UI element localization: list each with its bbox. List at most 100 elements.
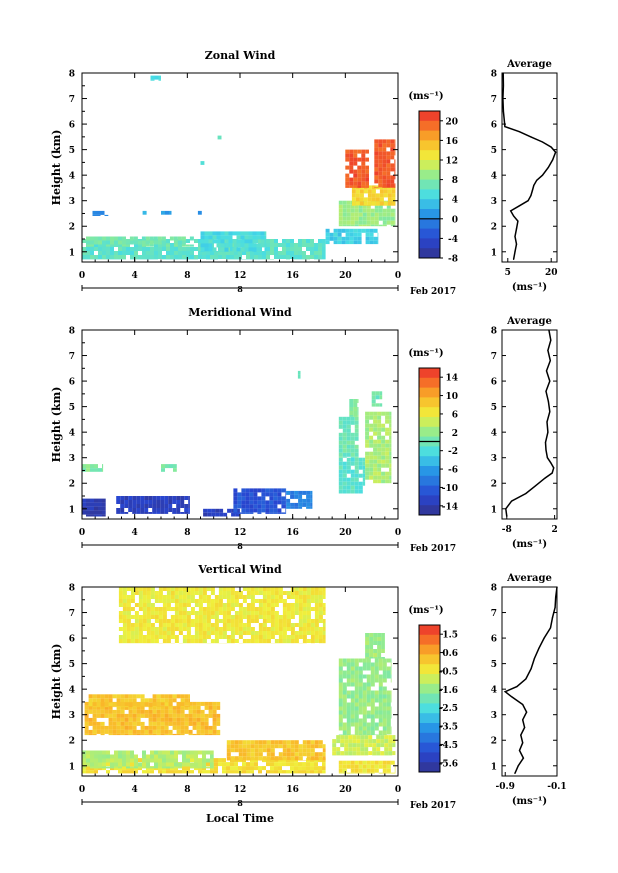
heatmap-cell (98, 750, 102, 755)
heatmap-cell (358, 461, 363, 466)
heatmap-cell (389, 439, 392, 444)
heatmap-cell (164, 713, 169, 718)
heatmap-cell (152, 702, 157, 707)
heatmap-cell (362, 698, 367, 703)
heatmap-cell (246, 623, 251, 627)
heatmap-cell (310, 498, 313, 503)
heatmap-cell (373, 451, 378, 456)
heatmap-cell (378, 147, 383, 152)
heatmap-cell (150, 587, 155, 591)
heatmap-cell (166, 591, 171, 595)
average-profile-point (513, 215, 515, 217)
heatmap-cell (385, 443, 390, 448)
heatmap-cell (377, 435, 382, 440)
heatmap-cell (318, 615, 323, 619)
heatmap-cell (346, 200, 351, 205)
heatmap-cell (282, 756, 287, 761)
heatmap-cell (168, 504, 173, 508)
heatmap-cell (84, 733, 89, 736)
heatmap-cell (345, 240, 350, 245)
heatmap-cell (244, 235, 249, 240)
colorbar-swatch (419, 723, 440, 734)
y-tick-label: 5 (69, 660, 75, 670)
heatmap-cell (270, 615, 275, 619)
colorbar-swatch (419, 417, 440, 428)
heatmap-cell (230, 599, 235, 603)
heatmap-cell (118, 611, 123, 615)
heatmap-cell (242, 748, 247, 753)
heatmap-cell (382, 730, 387, 735)
heatmap-cell (261, 496, 266, 501)
heatmap-cell (377, 649, 382, 653)
heatmap-cell (156, 496, 161, 500)
heatmap-cell (355, 189, 360, 194)
heatmap-cell (274, 611, 279, 615)
heatmap-cell (158, 79, 161, 81)
heatmap-cell (390, 224, 395, 227)
heatmap-cell (386, 698, 391, 703)
heatmap-cell (278, 627, 283, 631)
heatmap-cell (282, 251, 286, 255)
heatmap-cell (362, 730, 367, 735)
heatmap-cell (378, 698, 383, 703)
x-tick-label: 16 (286, 528, 299, 538)
heatmap-cell (100, 713, 105, 718)
average-y-tick-label: 7 (491, 95, 497, 105)
heatmap-cell (180, 500, 185, 504)
heatmap-cell (180, 504, 185, 508)
heatmap-cell (357, 411, 359, 415)
heatmap-cell (242, 639, 247, 643)
heatmap-cell (357, 185, 362, 188)
heatmap-cell (226, 623, 231, 627)
heatmap-cell (377, 439, 382, 444)
average-profile-point (554, 606, 556, 609)
heatmap-cell (342, 224, 347, 227)
heatmap-cell (157, 236, 162, 241)
x-tick-label: 12 (234, 271, 247, 281)
heatmap-cell (170, 251, 174, 255)
heatmap-cell (250, 756, 255, 761)
heatmap-cell (382, 216, 387, 221)
heatmap-cell (346, 662, 351, 667)
heatmap-cell (86, 251, 90, 255)
heatmap-cell (126, 251, 130, 255)
heatmap-cell (386, 772, 391, 774)
heatmap-cell (142, 766, 146, 769)
heatmap-cell (222, 770, 226, 774)
heatmap-cell (164, 508, 169, 512)
heatmap-cell (346, 452, 351, 457)
heatmap-cell (358, 760, 363, 765)
heatmap-cell (88, 698, 93, 703)
heatmap-cell (92, 705, 97, 710)
heatmap-cell (98, 762, 102, 767)
colorbar-tick-label: 6 (452, 410, 458, 420)
heatmap-cell (140, 705, 145, 710)
heatmap-cell (218, 587, 223, 591)
heatmap-cell (174, 255, 178, 259)
heatmap-cell (188, 698, 190, 703)
heatmap-cell (354, 710, 359, 715)
heatmap-cell (176, 496, 181, 500)
heatmap-cell (162, 587, 167, 591)
heatmap-cell (274, 247, 278, 251)
heatmap-cell (246, 756, 251, 761)
heatmap-cell (220, 231, 225, 236)
average-x-tick-label: 2 (551, 525, 557, 535)
heatmap-cell (132, 512, 137, 514)
heatmap-cell (354, 461, 359, 466)
heatmap-cell (200, 161, 205, 165)
heatmap-cell (132, 694, 137, 699)
heatmap-cell (138, 623, 143, 627)
heatmap-cell (160, 512, 165, 514)
heatmap-cell (156, 705, 161, 710)
heatmap-cell (286, 239, 290, 243)
heatmap-cell (266, 251, 270, 255)
heatmap-cell (162, 247, 166, 251)
heatmap-cell (353, 153, 358, 158)
heatmap-cell (150, 247, 154, 251)
heatmap-cell (216, 713, 221, 718)
heatmap-cell (342, 469, 347, 474)
heatmap-cell (338, 452, 343, 457)
heatmap-cell (274, 615, 279, 619)
colorbar-swatch (419, 625, 440, 636)
